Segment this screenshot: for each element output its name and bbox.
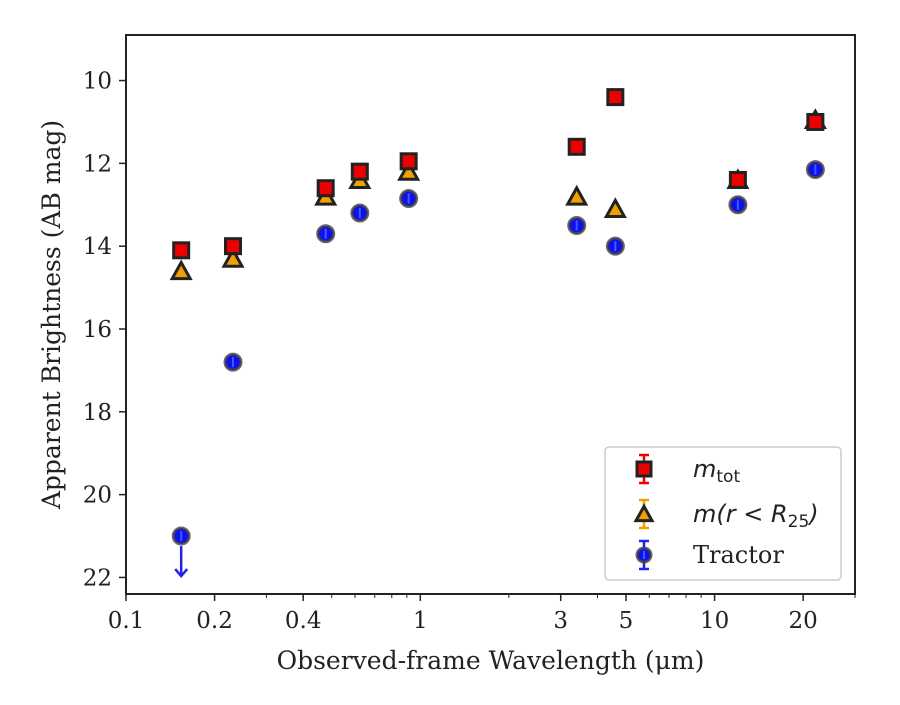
y-tick-label: 10	[83, 69, 112, 95]
legend-circle-marker	[635, 546, 653, 564]
upper-limit-arrow-head	[174, 568, 189, 578]
x-tick-label: 20	[789, 608, 818, 634]
x-axis-title: Observed-frame Wavelength (μm)	[277, 646, 705, 675]
y-tick-label: 14	[83, 234, 112, 260]
circle-point	[316, 224, 336, 244]
triangle-marker-shape	[603, 197, 627, 219]
x-tick-label: 0.2	[196, 608, 233, 634]
triangle-point	[397, 159, 421, 181]
triangle-marker-shape	[565, 184, 589, 206]
circle-point	[399, 189, 419, 209]
circle-point	[223, 352, 243, 372]
legend-label: m(r < R25)	[693, 500, 819, 532]
x-tick-label: 5	[619, 608, 634, 634]
x-tick-label: 1	[413, 608, 428, 634]
triangle-point	[565, 184, 589, 206]
legend-label: mtot	[693, 455, 740, 487]
triangle-marker-shape	[397, 159, 421, 181]
triangle-point	[221, 246, 245, 268]
square-point	[399, 152, 418, 171]
square-point	[567, 137, 586, 156]
legend: mtot m(r < R25) Tractor	[604, 446, 842, 581]
square-point	[350, 162, 369, 181]
y-tick-label: 20	[83, 483, 112, 509]
triangle-marker-shape	[633, 503, 655, 523]
circle-point	[605, 236, 625, 256]
square-point	[316, 179, 335, 198]
square-point	[172, 241, 191, 260]
y-tick-label: 16	[83, 317, 112, 343]
circle-point	[567, 215, 587, 235]
triangle-point	[169, 259, 193, 281]
y-axis-title: Apparent Brightness (AB mag)	[37, 120, 66, 510]
square-point	[606, 88, 625, 107]
triangle-marker-shape	[169, 259, 193, 281]
legend-square-marker	[635, 460, 653, 478]
circle-point	[350, 203, 370, 223]
legend-label: Tractor	[693, 541, 784, 569]
ticks-layer: 0.1 0.2 0.4 1 3 5 10 20 10 12 14 16 18 20 22	[83, 69, 856, 634]
triangle-point	[603, 197, 627, 219]
legend-box	[604, 446, 842, 581]
circle-point	[728, 195, 748, 215]
x-tick-label: 3	[553, 608, 568, 634]
circle-point	[171, 526, 191, 546]
square-point	[224, 237, 243, 256]
plot-frame	[125, 34, 856, 595]
y-tick-label: 12	[83, 151, 112, 177]
square-point	[728, 170, 747, 189]
circle-point	[805, 160, 825, 180]
x-tick-label: 10	[700, 608, 729, 634]
y-tick-label: 22	[83, 565, 112, 591]
marks-layer	[169, 88, 827, 578]
square-point	[806, 112, 825, 131]
legend-triangle-marker	[633, 503, 655, 523]
x-tick-label: 0.4	[285, 608, 322, 634]
y-tick-label: 18	[83, 400, 112, 426]
x-tick-label: 0.1	[108, 608, 145, 634]
triangle-marker-shape	[221, 246, 245, 268]
